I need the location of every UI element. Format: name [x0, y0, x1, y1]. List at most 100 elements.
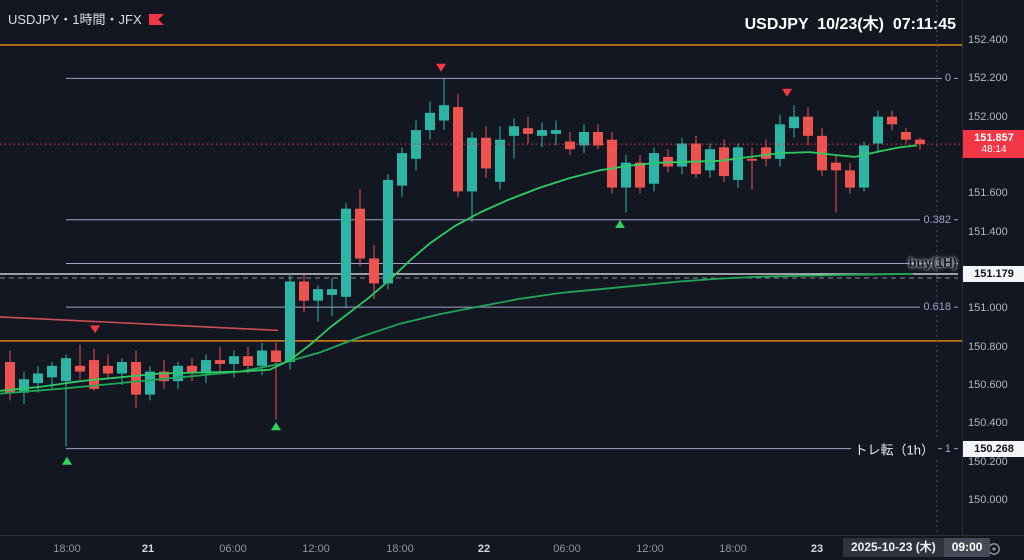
candle-body: [33, 373, 43, 384]
candle-body: [355, 208, 365, 259]
candle-body: [691, 143, 701, 175]
buy-signal-label: buy(1H): [908, 255, 957, 271]
candle-body: [271, 350, 281, 363]
slow-ma-line: [0, 272, 914, 395]
candle-body: [299, 281, 309, 301]
trend-line-price-badge: 150.268: [963, 440, 1024, 457]
candle-body: [5, 362, 15, 393]
candle-body: [19, 379, 29, 393]
candle-body: [397, 153, 407, 186]
candle-body: [593, 132, 603, 146]
candle-body: [285, 281, 295, 363]
candle-body: [495, 139, 505, 182]
candle-body: [747, 158, 757, 161]
candle-body: [551, 130, 561, 134]
flag-icon[interactable]: [148, 13, 164, 25]
candle-body: [481, 137, 491, 169]
candle-body: [215, 360, 225, 364]
current-price-badge: 151.857 48:14: [963, 130, 1024, 159]
candlestick-chart[interactable]: [0, 0, 962, 535]
candle-body: [243, 356, 253, 366]
candle-body: [47, 365, 57, 378]
time-tick-label: 12:00: [302, 542, 330, 555]
candle-body: [831, 162, 841, 171]
candle-body: [635, 162, 645, 188]
candle-body: [579, 132, 589, 146]
sell-marker-icon: [782, 88, 792, 97]
candle-body: [649, 153, 659, 184]
candle-body: [789, 116, 799, 129]
buy-marker-icon: [62, 456, 72, 465]
time-tick-label: 06:00: [553, 542, 581, 555]
candle-body: [313, 289, 323, 301]
descending-trendline: [0, 316, 279, 332]
time-tick-label: 06:00: [219, 542, 247, 555]
candle-body: [537, 130, 547, 136]
time-tick-label: 18:00: [53, 542, 81, 555]
candle-body: [761, 147, 771, 159]
candle-body: [719, 147, 729, 177]
candle-body: [75, 365, 85, 372]
candle-body: [425, 112, 435, 131]
price-tick-label: 152.000: [968, 110, 1008, 123]
time-tick-label: 23: [810, 542, 824, 555]
time-tick-label: 18:00: [386, 542, 414, 555]
price-tick-label: 151.600: [968, 187, 1008, 200]
price-tick-label: 150.400: [968, 417, 1008, 430]
fib-level-label-0.618: 0.618: [920, 301, 954, 314]
sell-marker-icon: [90, 325, 100, 334]
candle-body: [117, 362, 127, 374]
candle-body: [201, 360, 211, 374]
candle-body: [859, 145, 869, 188]
candle-body: [887, 116, 897, 125]
buy-line-price-badge: 151.179: [963, 266, 1024, 283]
candle-body: [915, 139, 925, 145]
fib-level-label-0.382: 0.382: [920, 213, 954, 226]
price-tick-label: 152.200: [968, 72, 1008, 85]
price-tick-label: 151.400: [968, 225, 1008, 238]
candle-body: [145, 371, 155, 395]
candle-body: [103, 365, 113, 374]
candle-body: [369, 258, 379, 284]
candle-body: [677, 143, 687, 167]
fib-level-label-0.5: 0.5: [932, 257, 954, 270]
trend-reversal-label: トレ転（1h）: [850, 439, 938, 459]
current-price-value: 151.857: [974, 132, 1014, 145]
price-tick-label: 151.000: [968, 302, 1008, 315]
time-tick-label: 22: [477, 542, 491, 555]
buy-marker-icon: [615, 220, 625, 229]
candle-body: [803, 116, 813, 136]
candle-body: [509, 126, 519, 136]
candle-body: [89, 360, 99, 389]
fib-level-label-0: 0: [941, 72, 954, 85]
candle-body: [467, 137, 477, 192]
candle-body: [733, 147, 743, 180]
candle-body: [901, 132, 911, 140]
price-tick-label: 150.000: [968, 494, 1008, 506]
candle-body: [383, 179, 393, 284]
price-tick-label: 150.800: [968, 340, 1008, 353]
candle-body: [327, 289, 337, 295]
symbol-title: USDJPY・1時間・JFX: [8, 9, 164, 28]
candle-body: [621, 162, 631, 188]
bar-countdown: 48:14: [981, 144, 1007, 156]
price-tick-label: 152.400: [968, 34, 1008, 46]
candle-body: [257, 350, 267, 366]
price-tick-label: 150.200: [968, 455, 1008, 468]
candle-body: [229, 356, 239, 364]
sell-marker-icon: [436, 63, 446, 72]
candle-body: [159, 371, 169, 382]
candle-body: [439, 105, 449, 121]
price-tick-label: 150.600: [968, 379, 1008, 391]
time-axis[interactable]: 18:00 21 06:00 12:00 18:00 22 06:00 12:00 18:00 2…: [0, 535, 1024, 560]
fib-level-label-1: 1: [941, 442, 954, 455]
candle-body: [873, 116, 883, 144]
symbol-title-text: USDJPY・1時間・JFX: [8, 12, 142, 27]
candle-body: [705, 149, 715, 171]
price-axis[interactable]: 152.400 152.200 152.000 151.600 151.400 151.0…: [962, 0, 1024, 535]
symbol-clock: USDJPY 10/23(木) 07:11:45: [744, 16, 956, 33]
chart-canvas[interactable]: USDJPY・1時間・JFX USDJPY 10/23(木) 07:11:45 …: [0, 0, 962, 535]
candle-body: [411, 130, 421, 159]
candle-body: [453, 107, 463, 192]
